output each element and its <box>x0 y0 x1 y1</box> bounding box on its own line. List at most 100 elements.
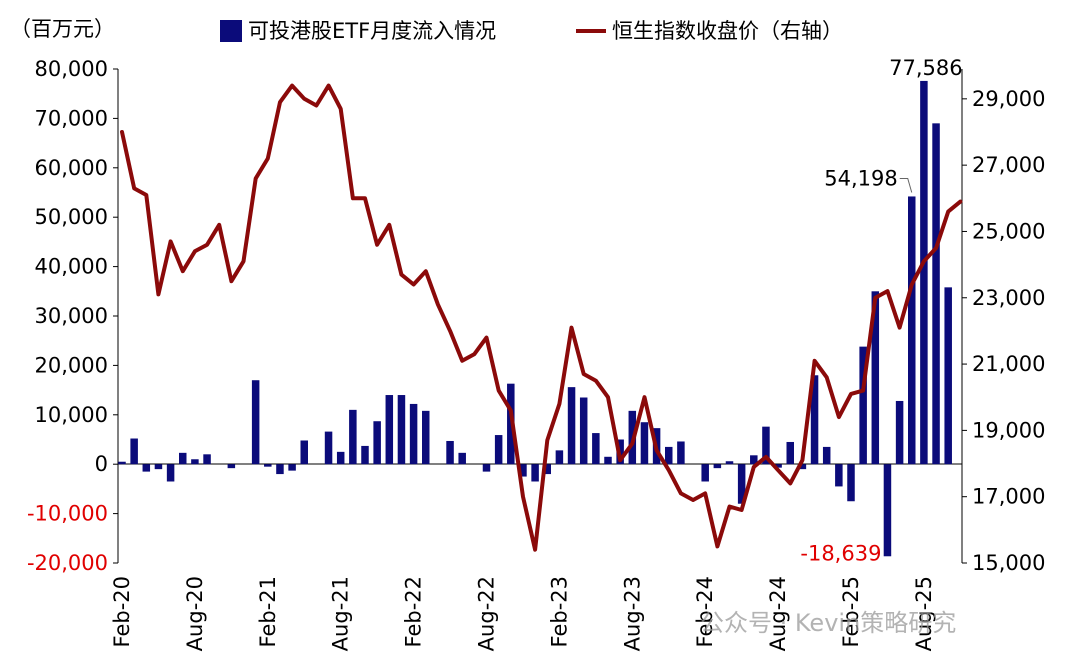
bar <box>944 287 952 465</box>
legend-bar-swatch <box>220 20 242 42</box>
bar <box>142 464 151 472</box>
annotation-leader <box>899 177 913 193</box>
bar <box>409 403 418 465</box>
right-tick-label: 27,000 <box>972 153 1045 177</box>
left-tick-label: -20,000 <box>27 551 108 575</box>
bar <box>519 464 527 477</box>
left-tick-label: 30,000 <box>35 304 108 328</box>
bar <box>786 441 794 465</box>
bar <box>920 80 928 465</box>
x-tick-label: Aug-24 <box>766 576 790 651</box>
x-tick-label: Feb-20 <box>110 576 134 647</box>
bar <box>373 421 381 465</box>
bar <box>227 464 236 469</box>
bar <box>336 451 345 465</box>
x-tick-label: Aug-21 <box>329 576 353 651</box>
left-tick-label: -10,000 <box>27 502 108 526</box>
left-tick-label: 60,000 <box>35 156 108 180</box>
bar <box>932 123 940 465</box>
bar <box>203 454 211 465</box>
bar <box>810 375 819 465</box>
x-tick-label: Aug-22 <box>475 576 499 651</box>
annotation-label: 54,198 <box>824 166 897 190</box>
bar <box>191 459 199 465</box>
bar <box>859 346 867 465</box>
bar <box>822 446 831 465</box>
bar <box>458 452 466 465</box>
bar <box>750 455 758 465</box>
left-tick-label: 20,000 <box>35 353 108 377</box>
left-tick-label: 70,000 <box>35 106 108 130</box>
bar <box>385 395 394 465</box>
left-tick-label: 0 <box>95 452 108 476</box>
bar <box>701 464 709 482</box>
bar <box>762 426 770 465</box>
x-tick-label: Aug-23 <box>620 576 644 651</box>
left-axis: 80,000 70,000 60,000 50,000 40,000 30,000 20,0… <box>27 57 962 575</box>
bar <box>713 464 722 469</box>
bar <box>531 464 539 482</box>
x-axis: Feb-20 Aug-20 Feb-21 Aug-21 Feb-22 Aug-22 Feb-… <box>110 576 936 651</box>
annotations: 77,586 54,198 -18,639 <box>800 56 962 565</box>
legend-bar-label: 可投港股ETF月度流入情况 <box>248 19 496 43</box>
bar <box>871 291 880 465</box>
bar <box>640 422 649 465</box>
x-tick-label: Aug-25 <box>912 576 936 651</box>
right-tick-label: 19,000 <box>972 418 1045 442</box>
watermark-text: 公众号 · Kevin策略研究 <box>700 609 956 637</box>
bar <box>604 456 612 465</box>
bar <box>737 464 746 504</box>
index-line <box>120 83 963 552</box>
bar <box>567 387 576 465</box>
left-tick-label: 10,000 <box>35 403 108 427</box>
bar <box>264 464 272 467</box>
right-tick-label: 29,000 <box>972 87 1045 111</box>
bar <box>288 464 296 471</box>
bar <box>422 410 430 465</box>
bar <box>482 464 491 472</box>
bar <box>543 464 551 475</box>
left-axis-unit: （百万元） <box>10 17 115 41</box>
right-tick-label: 17,000 <box>972 485 1045 509</box>
left-tick-label: 50,000 <box>35 205 108 229</box>
bar <box>324 431 333 465</box>
annotation-label: -18,639 <box>800 541 881 565</box>
legend: 可投港股ETF月度流入情况 恒生指数收盘价（右轴） <box>220 19 843 43</box>
bar-series <box>118 80 952 557</box>
bar <box>579 397 588 465</box>
x-tick-label: Feb-24 <box>693 576 717 647</box>
left-tick-label: 80,000 <box>35 57 108 81</box>
bar <box>494 435 503 465</box>
line-series <box>120 83 963 552</box>
bar <box>300 440 308 465</box>
x-tick-label: Feb-25 <box>839 576 863 647</box>
bar <box>154 464 163 470</box>
bar <box>251 380 260 465</box>
right-tick-label: 23,000 <box>972 286 1045 310</box>
x-tick-label: Feb-23 <box>547 576 571 647</box>
x-tick-label: Feb-21 <box>256 576 280 647</box>
right-tick-label: 21,000 <box>972 352 1045 376</box>
right-axis: 29,000 27,000 25,000 23,000 21,000 19,000 17,0… <box>961 69 1045 575</box>
bar <box>883 464 892 557</box>
bar <box>592 433 600 465</box>
right-tick-label: 15,000 <box>972 551 1045 575</box>
bar <box>774 464 782 468</box>
bar <box>166 464 175 482</box>
bar <box>798 464 807 470</box>
left-tick-label: 40,000 <box>35 255 108 279</box>
right-tick-label: 25,000 <box>972 219 1045 243</box>
bar <box>446 440 454 465</box>
bar <box>847 464 855 502</box>
bar <box>349 409 357 465</box>
bar <box>725 461 734 465</box>
bar <box>677 441 685 465</box>
bar <box>835 464 843 487</box>
legend-line-label: 恒生指数收盘价（右轴） <box>612 19 843 43</box>
bar <box>130 438 138 465</box>
bar <box>361 445 369 465</box>
x-tick-label: Feb-22 <box>402 576 426 647</box>
bar <box>179 452 187 465</box>
bar <box>397 395 406 465</box>
